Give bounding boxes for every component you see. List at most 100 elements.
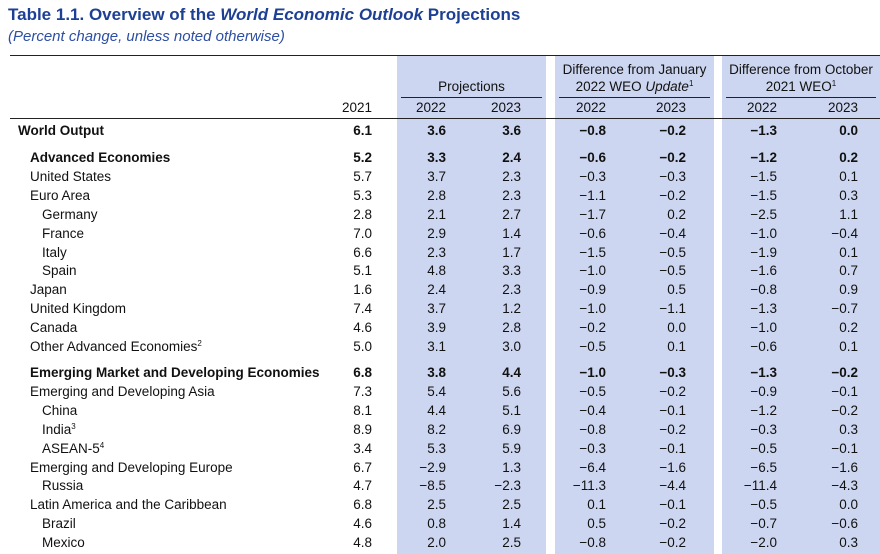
cell-value: 2.4 [427,282,446,298]
row-label: Canada [30,319,77,337]
row-label-text: United States [30,168,112,184]
shade [397,55,546,554]
cell-value: −1.9 [750,244,777,260]
cell-value: −1.6 [659,459,686,475]
year-label: 2021 [341,100,372,115]
cell-value: 3.3 [427,150,446,165]
cell-value: −2.9 [419,459,446,475]
row-label: India3 [42,421,76,439]
cell-value: 4.8 [427,263,446,279]
cell-value: 1.2 [502,301,521,317]
cell-value: 2.5 [502,497,521,513]
cell-value: 2.8 [427,187,446,203]
cell-value: 2.3 [502,282,521,298]
row-label: Germany [42,206,98,224]
cell-value: 1.6 [353,282,372,298]
row-label-text: Emerging and Developing Europe [30,459,233,475]
cell-value: −1.3 [750,365,777,380]
cell-value: 0.2 [839,150,858,165]
cell-value: 6.6 [353,244,372,260]
cell-value: −1.3 [750,123,777,138]
group-head-line: Difference from January [562,62,707,77]
cell-value: −1.1 [659,301,686,317]
group-rule [726,97,876,98]
title-lead: Table 1.1. Overview of the [8,5,216,24]
cell-value: 3.6 [502,123,521,138]
cell-value: 0.5 [667,282,686,298]
cell-value: −0.3 [579,168,606,184]
cell-value: 4.4 [502,365,521,380]
cell-value: −1.5 [750,187,777,203]
cell-value: −2.0 [750,535,777,551]
cell-value: −0.3 [750,421,777,437]
cell-value: −0.2 [659,516,686,532]
cell-value: −0.1 [831,440,858,456]
row-label-text: United Kingdom [30,301,127,317]
cell-value: 2.3 [427,244,446,260]
cell-value: 2.4 [502,150,521,165]
cell-value: −1.3 [750,301,777,317]
row-label: Italy [42,244,67,262]
row-label: Emerging Market and Developing Economies [30,364,320,382]
year-label: 2022 [415,100,446,115]
cell-value: 8.1 [353,402,372,418]
cell-value: −0.3 [659,365,686,380]
cell-value: 2.8 [502,320,521,336]
row-label: China [42,402,77,420]
cell-value: 0.1 [839,339,858,354]
cell-value: 5.9 [502,440,521,456]
group-head-text: 2021 WEO [765,79,832,94]
cell-value: −1.7 [579,206,606,222]
cell-value: −0.2 [659,187,686,203]
row-label-text: China [42,402,78,418]
header-rule [10,118,880,119]
row-label-text: Italy [42,244,67,260]
row-label: Latin America and the Caribbean [30,496,227,514]
cell-value: −1.2 [750,150,777,165]
cell-value: −1.0 [750,225,777,241]
group-head: Projections [438,79,505,94]
cell-value: 5.2 [353,150,372,165]
row-label-text: Latin America and the Caribbean [30,497,227,513]
top-rule [10,55,880,56]
cell-value: −0.8 [750,282,777,298]
cell-value: −0.8 [579,421,606,437]
subtitle: (Percent change, unless noted otherwise) [8,28,285,45]
cell-value: −1.0 [750,320,777,336]
row-label-text: India [42,421,72,437]
cell-value: −0.6 [750,339,777,354]
group-rule [559,97,710,98]
row-label-text: Emerging Market and Developing Economies [30,365,320,380]
cell-value: 3.0 [502,339,521,354]
cell-value: −0.6 [579,150,606,165]
cell-value: 2.5 [427,497,446,513]
cell-value: 5.0 [353,339,372,354]
cell-value: 8.2 [427,421,446,437]
cell-value: −1.5 [579,244,606,260]
row-label-text: Advanced Economies [30,150,171,165]
row-label-text: World Output [18,123,104,138]
footnote-mark: 4 [99,440,105,450]
cell-value: −1.1 [579,187,606,203]
group-head-line: 2021 WEO1 [722,78,880,95]
cell-value: −0.1 [659,402,686,418]
cell-value: −0.5 [659,263,686,279]
cell-value: −0.2 [659,150,686,165]
cell-value: 0.0 [839,123,858,138]
cell-value: −0.6 [831,516,858,532]
cell-value: −1.2 [750,402,777,418]
cell-value: 7.0 [353,225,372,241]
row-label-text: Canada [30,320,78,336]
cell-value: −0.5 [750,497,777,513]
cell-value: −4.4 [659,478,686,494]
cell-value: −0.5 [750,440,777,456]
cell-value: 2.1 [427,206,446,222]
cell-value: −11.3 [572,478,606,494]
cell-value: −0.8 [579,535,606,551]
footnote-mark: 1 [831,79,837,88]
row-label: Advanced Economies [30,149,170,167]
cell-value: −0.1 [659,440,686,456]
cell-value: −0.4 [831,225,858,241]
cell-value: −8.5 [419,478,446,494]
